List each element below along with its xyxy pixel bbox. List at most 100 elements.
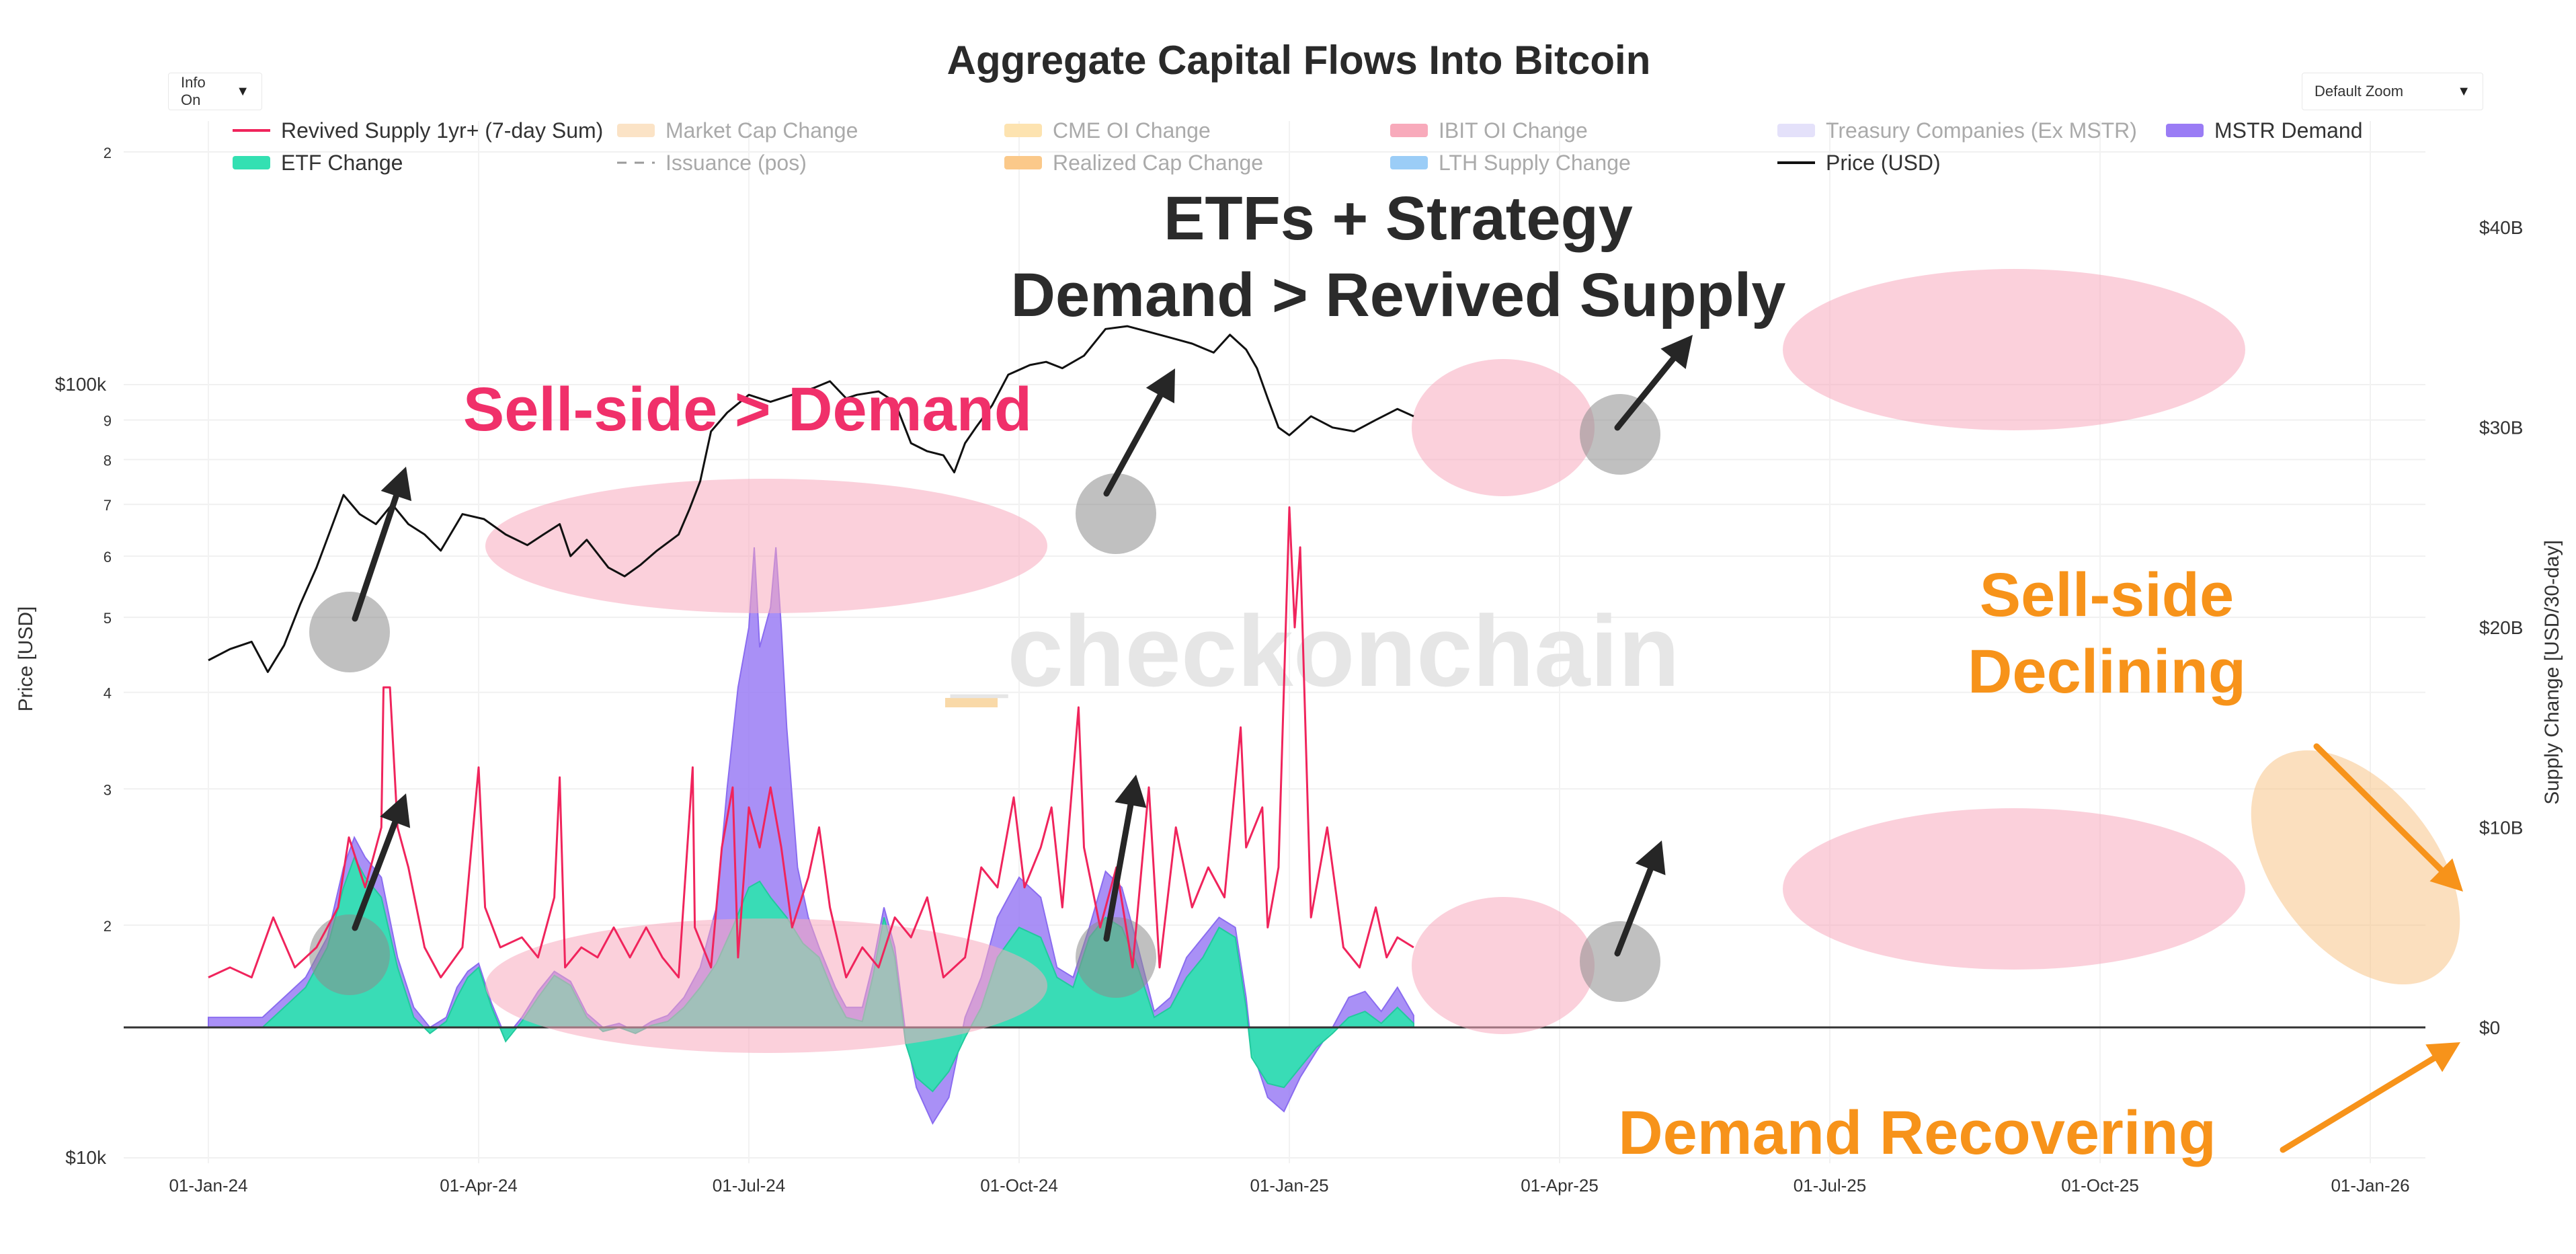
highlight-zones <box>309 269 2460 1053</box>
x-axis-tick-label: 01-Jul-24 <box>713 1175 785 1196</box>
arrow-demand-recovering-head <box>2425 1042 2460 1072</box>
arrow-breakout-price-3-head <box>1660 335 1693 369</box>
x-axis-tick-label: 01-Jan-24 <box>169 1175 247 1196</box>
x-axis-tick-label: 01-Oct-24 <box>980 1175 1058 1196</box>
top-zone-flows <box>1783 808 2245 970</box>
x-axis-tick-label: 01-Jan-26 <box>2331 1175 2409 1196</box>
sell-side-zone-flows <box>485 918 1047 1053</box>
breakout-circle-price-2 <box>1076 473 1156 554</box>
right-axis-tick-label: $40B <box>2479 217 2523 238</box>
arrow-breakout-price-1-head <box>380 467 412 502</box>
legend-cme-oi-change-swatch <box>1004 124 1042 137</box>
arrow-breakout-flows-3-head <box>1635 840 1666 875</box>
legend-revived-supply-1yr-7-day-sum-label: Revived Supply 1yr+ (7-day Sum) <box>281 118 603 143</box>
arrow-breakout-price-3-shaft <box>1614 356 1677 431</box>
legend-market-cap-change-label: Market Cap Change <box>666 118 858 143</box>
breakout-circle-flows-3 <box>1580 921 1660 1002</box>
zoom-select-label: Default Zoom <box>2315 83 2404 100</box>
legend-cme-oi-change-label: CME OI Change <box>1053 118 1211 143</box>
arrow-demand-recovering <box>2280 1042 2460 1153</box>
legend-etf-change-label: ETF Change <box>281 151 403 175</box>
breakout-circle-price-3 <box>1580 394 1660 475</box>
legend-lth-supply-change-swatch <box>1390 156 1428 169</box>
arrow-breakout-flows-2-head <box>1115 775 1147 808</box>
breakout-circle-flows-1 <box>309 914 390 995</box>
arrow-breakout-flows-3-shaft <box>1614 866 1654 957</box>
chevron-down-icon: ▼ <box>236 83 249 99</box>
drawdown-zone-price-1 <box>1412 359 1595 496</box>
left-axis-tick-label: 7 <box>104 497 112 514</box>
arrow-breakout-price-1 <box>352 467 412 622</box>
sell-side-zone-price <box>485 479 1047 613</box>
legend-treasury-companies-ex-mstr-label: Treasury Companies (Ex MSTR) <box>1826 118 2137 143</box>
right-axis-title: Supply Change [USD/30-day] <box>2541 540 2563 805</box>
x-axis-tick-label: 01-Apr-24 <box>440 1175 518 1196</box>
legend-lth-supply-change-label: LTH Supply Change <box>1439 151 1631 175</box>
x-axis-tick-label: 01-Oct-25 <box>2061 1175 2139 1196</box>
arrow-breakout-price-3 <box>1614 335 1693 431</box>
left-axis-tick-label: $10k <box>65 1147 107 1168</box>
arrow-breakout-price-1-shaft <box>352 493 399 622</box>
arrow-demand-recovering-shaft <box>2280 1055 2438 1153</box>
legend-mstr-demand-label: MSTR Demand <box>2214 118 2363 143</box>
legend-realized-cap-change-label: Realized Cap Change <box>1053 151 1263 175</box>
left-axis-title: Price [USD] <box>15 606 37 712</box>
info-toggle-select[interactable]: Info On ▼ <box>168 73 262 110</box>
legend-issuance-pos-label: Issuance (pos) <box>666 151 807 175</box>
left-axis-tick-label: 4 <box>104 685 112 702</box>
arrow-sell-side-declining-head <box>2429 858 2463 892</box>
breakout-circle-flows-2 <box>1076 917 1156 998</box>
left-axis-tick-label: 2 <box>104 918 112 935</box>
legend-etf-change-swatch <box>233 156 270 169</box>
zoom-select[interactable]: Default Zoom ▼ <box>2302 73 2483 110</box>
info-toggle-label: Info On <box>181 74 206 108</box>
legend-ibit-oi-change-label: IBIT OI Change <box>1439 118 1588 143</box>
legend-treasury-companies-ex-mstr-swatch <box>1777 124 1815 137</box>
drawdown-zone-flows-1 <box>1412 897 1595 1034</box>
arrow-sell-side-declining <box>2313 743 2463 892</box>
arrow-breakout-flows-1-shaft <box>352 819 399 931</box>
legend-price-usd-label: Price (USD) <box>1826 151 1941 175</box>
left-axis-tick-label: 3 <box>104 781 112 798</box>
top-zone-price <box>1783 269 2245 430</box>
annotations: Sell-side > Demand ETFs + Strategy Demand … <box>352 184 2463 1167</box>
legend-mstr-demand-swatch <box>2166 124 2204 137</box>
annotation-sell-side: Sell-side <box>1980 561 2234 629</box>
breakout-circle-price-1 <box>309 592 390 672</box>
annotation-etfs-strategy: ETFs + Strategy <box>1164 184 1633 253</box>
left-axis-tick-label: 8 <box>104 452 112 469</box>
annotation-declining: Declining <box>1968 637 2246 706</box>
legend-realized-cap-change-swatch <box>1004 156 1042 169</box>
watermark-underscore <box>945 698 998 707</box>
arrow-breakout-flows-2 <box>1103 775 1147 942</box>
arrow-breakout-price-2 <box>1103 368 1175 497</box>
arrow-breakout-price-2-head <box>1145 368 1175 403</box>
right-axis-tick-label: $10B <box>2479 818 2523 838</box>
legend-market-cap-change-swatch <box>617 124 655 137</box>
sell-side-declining-zone <box>2251 750 2460 985</box>
chart-title: Aggregate Capital Flows Into Bitcoin <box>947 38 1651 83</box>
arrow-breakout-price-2-shaft <box>1103 392 1164 497</box>
right-axis-tick-label: $30B <box>2479 418 2523 438</box>
left-axis-tick-label: 5 <box>104 610 112 627</box>
x-axis-tick-label: 01-Apr-25 <box>1521 1175 1599 1196</box>
left-axis-tick-label: 9 <box>104 413 112 430</box>
left-axis-tick-label: $100k <box>55 374 107 395</box>
arrow-breakout-flows-3 <box>1614 840 1666 957</box>
watermark: _checkonchain <box>945 594 1680 707</box>
annotation-demand-revived-supply: Demand > Revived Supply <box>1011 261 1786 329</box>
arrow-sell-side-declining-shaft <box>2313 743 2444 873</box>
legend: Revived Supply 1yr+ (7-day Sum) Market Ca… <box>233 118 2363 175</box>
right-axis-tick-label: $0 <box>2479 1017 2500 1038</box>
arrow-breakout-flows-2-shaft <box>1103 801 1134 942</box>
annotation-demand-recovering: Demand Recovering <box>1618 1099 2216 1167</box>
price-line <box>208 325 1414 673</box>
series-lines <box>208 325 1414 979</box>
chevron-down-icon: ▼ <box>2457 83 2470 99</box>
left-axis-tick-label: 2 <box>104 145 112 161</box>
watermark-text: _checkonchain <box>950 594 1680 707</box>
revived-supply-line <box>208 506 1414 979</box>
axes: $10k 2 3 4 5 6 7 8 9 $100k 2 $0 $10B $20B $30B $40B 01-J… <box>15 145 2563 1196</box>
right-axis-tick-label: $20B <box>2479 617 2523 638</box>
